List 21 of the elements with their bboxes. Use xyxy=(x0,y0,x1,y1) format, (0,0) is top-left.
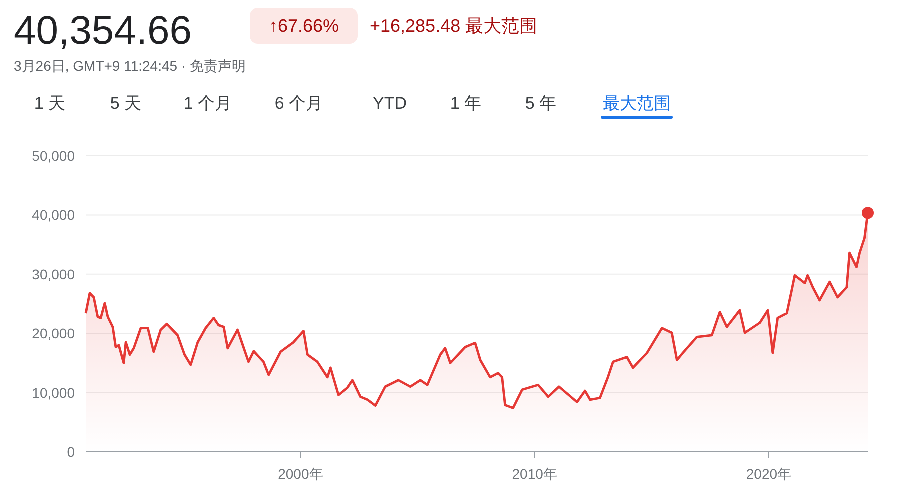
x-tick-label: 2020年 xyxy=(746,466,792,482)
y-tick-label: 50,000 xyxy=(32,148,76,164)
chart-title: 40,354.66 xyxy=(14,9,192,53)
text: 5 年 xyxy=(525,94,557,113)
text: 6 个月 xyxy=(274,94,324,113)
text: 1 天 xyxy=(34,94,66,113)
text: 1 个月 xyxy=(184,94,232,113)
text: 5 天 xyxy=(110,94,142,113)
x-tick-label: 2010年 xyxy=(512,466,558,482)
chart-subtitle: 3月26日, GMT+9 11:24:45 · 免责声明 xyxy=(14,58,246,74)
text: 1 年 xyxy=(450,94,482,113)
y-tick-label: 0 xyxy=(67,444,76,460)
y-tick-label: 10,000 xyxy=(32,384,76,401)
text: YTD xyxy=(373,94,407,113)
y-tick-label: 30,000 xyxy=(32,266,76,282)
text: 最大范围 xyxy=(603,94,671,113)
y-tick-label: 40,000 xyxy=(32,207,76,224)
text: ↑67.66% xyxy=(268,16,340,36)
x-tick-label: 2000年 xyxy=(278,466,324,482)
y-tick-label: 20,000 xyxy=(32,326,76,342)
text: +16,285.48 最大范围 xyxy=(370,16,538,36)
